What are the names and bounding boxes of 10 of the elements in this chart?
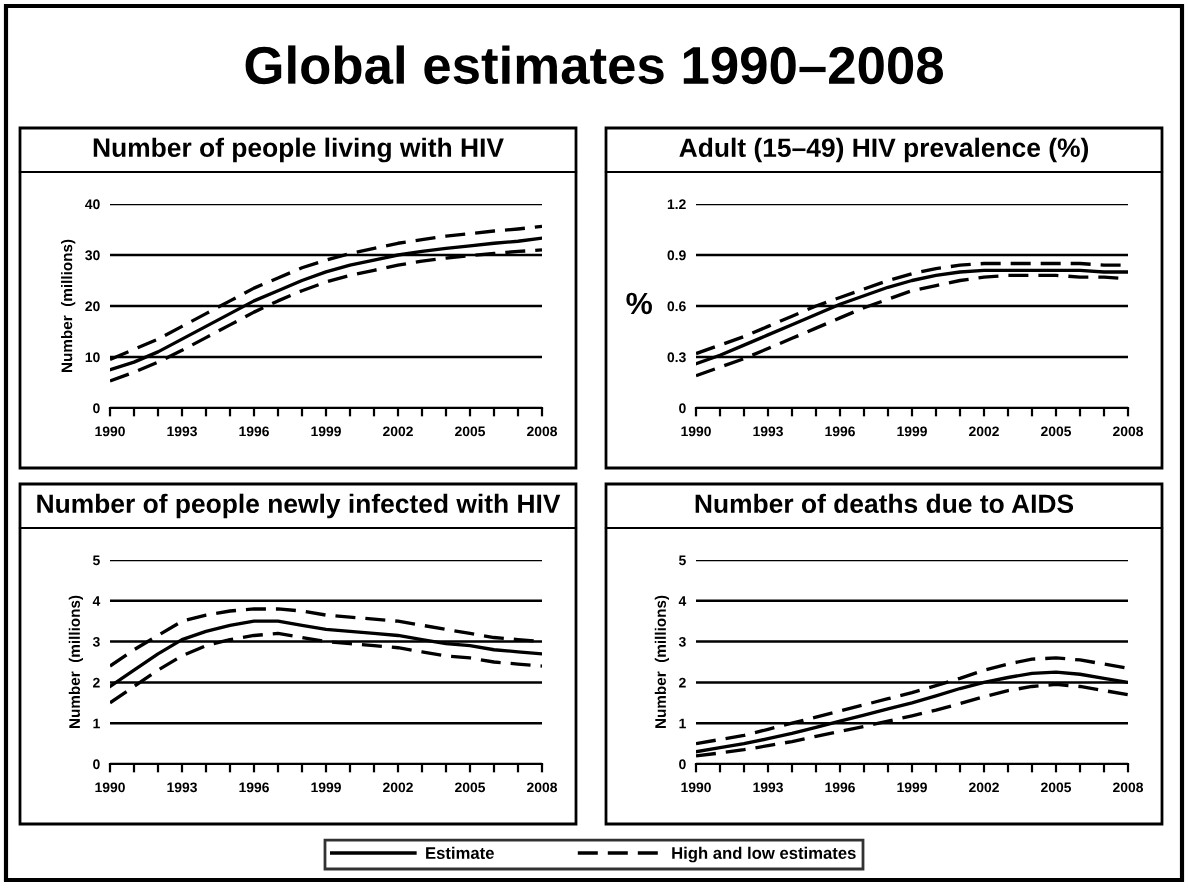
chart-title: Number of deaths due to AIDS bbox=[695, 493, 1074, 514]
legend-label: High and low estimates bbox=[672, 846, 856, 863]
chart-title: Number of people living with HIV bbox=[93, 137, 504, 163]
y-axis-title: % bbox=[626, 292, 652, 315]
line-series bbox=[696, 656, 1128, 746]
chart-title: Number of people newly infected with HIV bbox=[37, 493, 561, 519]
chart-title: Adult (15–49) HIV prevalence (%) bbox=[679, 137, 1089, 163]
legend-label: Estimate bbox=[426, 846, 494, 859]
line-series bbox=[110, 248, 542, 383]
text: Global estimates 1990–2008 bbox=[245, 45, 944, 85]
